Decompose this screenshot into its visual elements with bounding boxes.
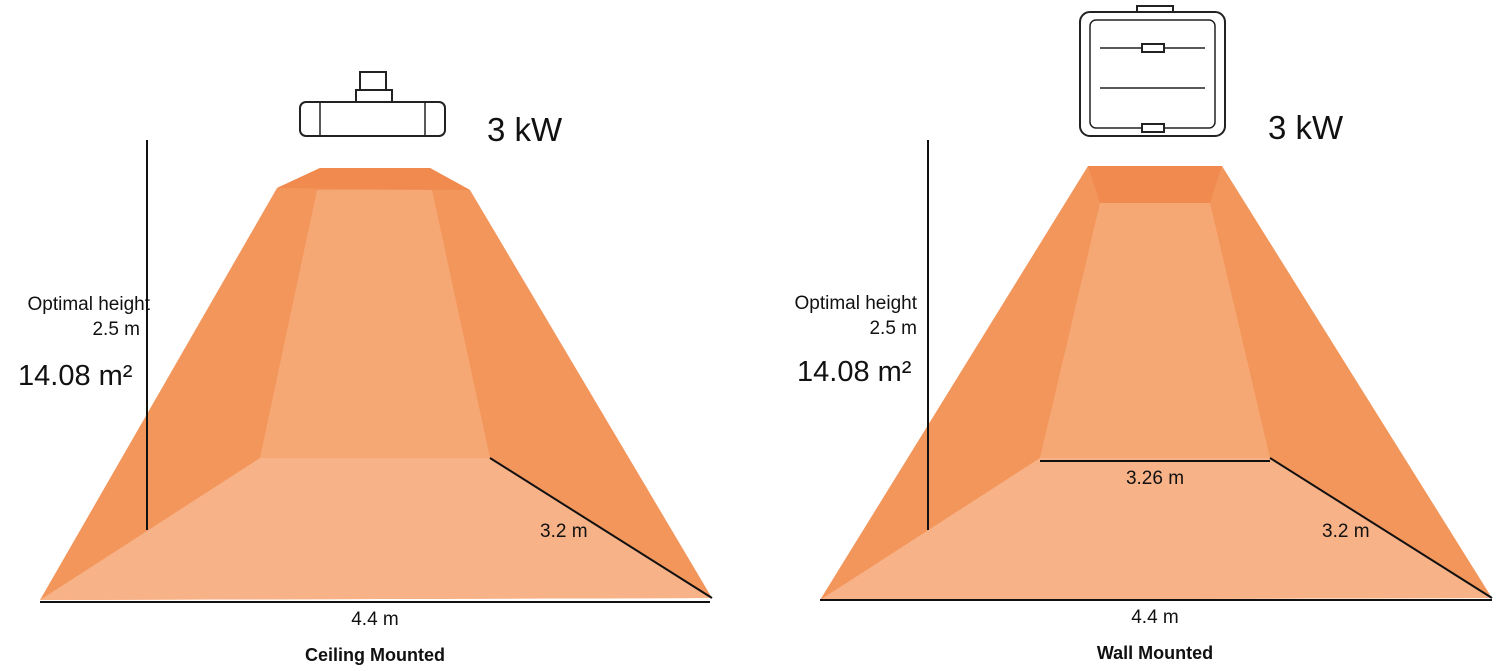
heat-back <box>1040 203 1270 458</box>
area: 14.08 m² <box>797 356 912 388</box>
height-label: Optimal height <box>794 293 917 314</box>
ceiling-panel: 3 kW Optimal height 2.5 m 14.08 m² 3.2 m… <box>18 71 713 665</box>
wall-heater-icon <box>1079 5 1226 137</box>
depth: 3.2 m <box>540 521 588 542</box>
ceiling-heater-icon <box>299 71 446 137</box>
height: 2.5 m <box>869 318 917 339</box>
width: 4.4 m <box>351 609 399 630</box>
power: 3 kW <box>1268 109 1344 146</box>
heat-floor <box>820 458 1492 600</box>
caption: Wall Mounted <box>1097 643 1213 663</box>
caption: Ceiling Mounted <box>305 645 445 665</box>
heat-top <box>277 168 470 190</box>
heat-top <box>1088 166 1222 203</box>
height: 2.5 m <box>92 319 140 340</box>
wall-panel: 3 kW Optimal height 2.5 m 14.08 m² 3.26 … <box>794 5 1493 663</box>
depth: 3.2 m <box>1322 521 1370 542</box>
width: 4.4 m <box>1131 607 1179 628</box>
height-label: Optimal height <box>27 294 150 315</box>
inner-width: 3.26 m <box>1126 468 1184 489</box>
power: 3 kW <box>487 111 563 148</box>
area: 14.08 m² <box>18 360 133 392</box>
depth-line <box>489 457 713 599</box>
depth-line <box>1269 457 1493 599</box>
heat-floor <box>40 458 712 600</box>
heat-back <box>260 190 490 458</box>
